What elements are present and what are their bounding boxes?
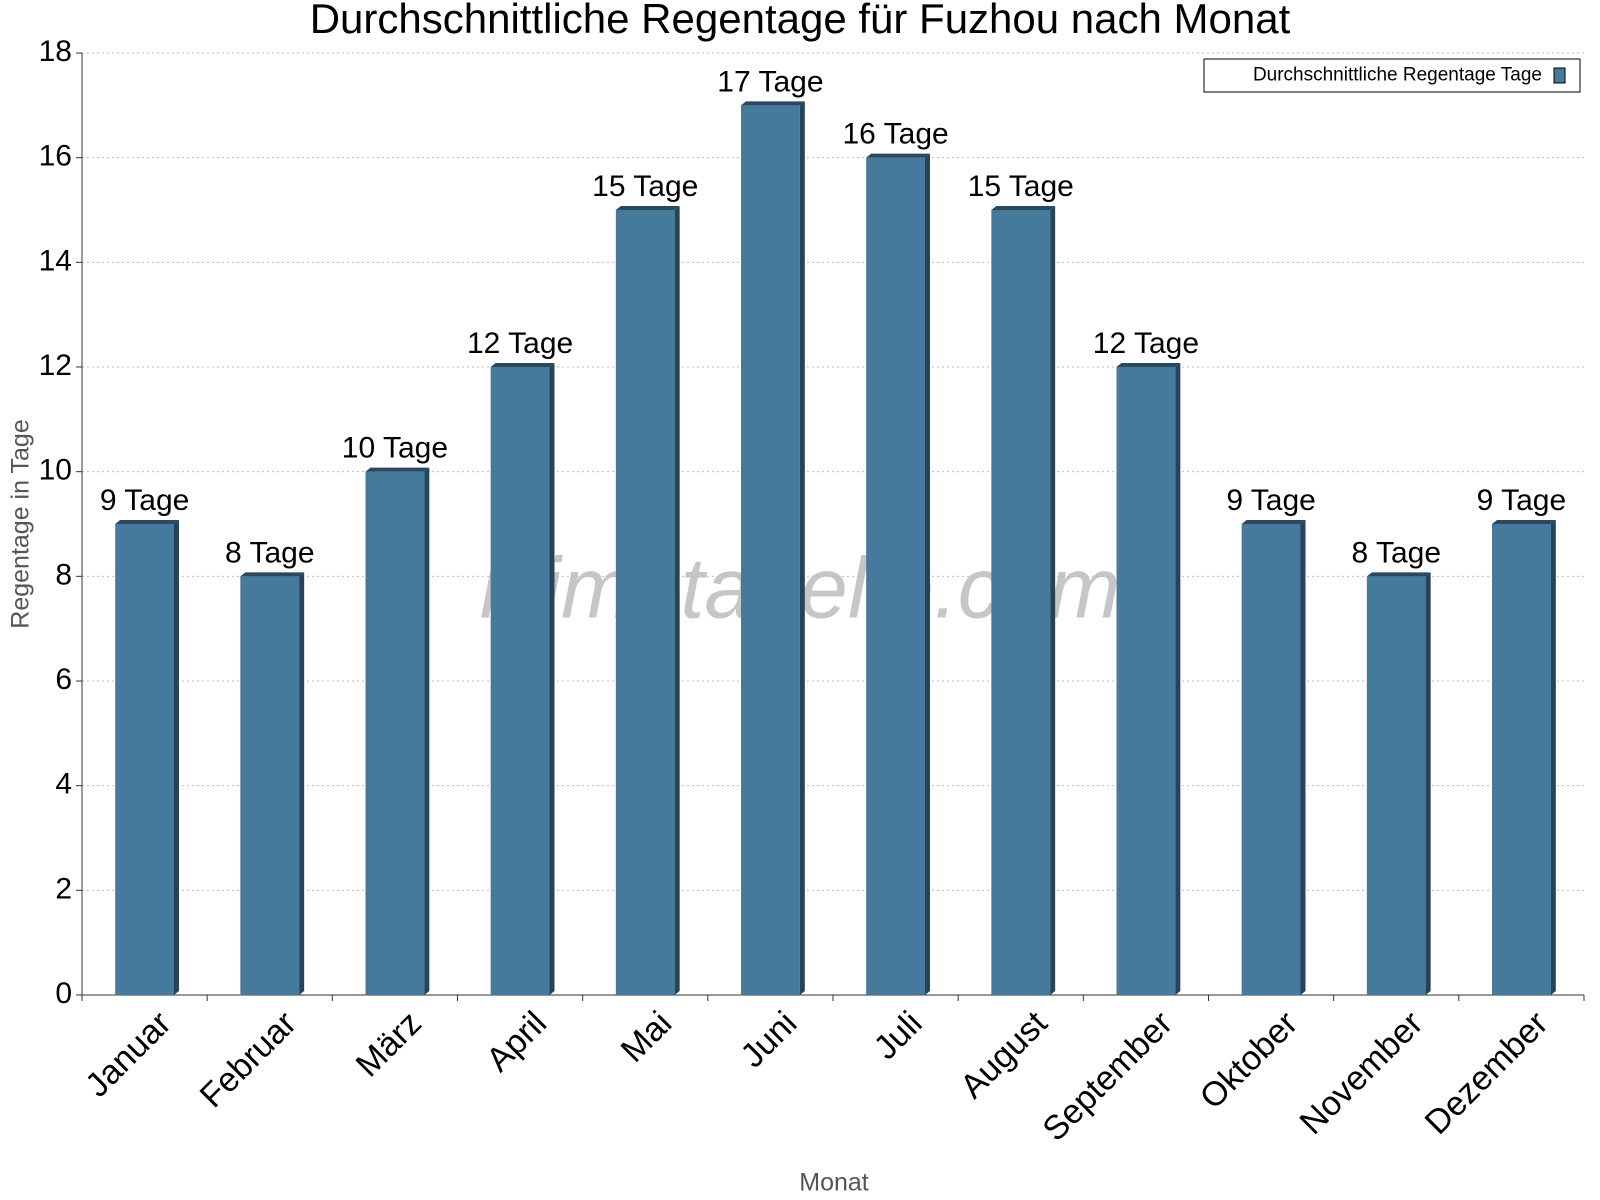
value-label: 8 Tage [225, 536, 315, 569]
bar-side [924, 153, 930, 995]
bar-side [1425, 572, 1431, 995]
bar-top [365, 467, 430, 472]
bar-side [424, 467, 430, 996]
y-tick-label: 18 [39, 35, 72, 68]
bar [1241, 524, 1301, 995]
value-label: 15 Tage [968, 170, 1074, 203]
y-tick-label: 8 [55, 558, 72, 591]
y-tick-label: 10 [39, 454, 72, 487]
bar-top [1366, 572, 1431, 577]
bar [1492, 524, 1551, 995]
value-label: 9 Tage [100, 484, 190, 517]
bar-top [1116, 363, 1181, 367]
bar [1116, 367, 1176, 995]
value-label: 9 Tage [1477, 484, 1567, 517]
y-tick-label: 0 [55, 977, 72, 1010]
bar-top [1492, 520, 1556, 524]
y-tick-label: 16 [39, 140, 72, 173]
x-tick-label: September [1035, 1004, 1179, 1148]
x-tick-label: Juni [733, 1004, 804, 1075]
bar [490, 367, 550, 995]
bar [365, 471, 425, 996]
y-tick-label: 14 [39, 244, 72, 277]
bar [1366, 576, 1426, 995]
value-label: 8 Tage [1351, 536, 1441, 569]
x-tick-label: Juli [867, 1004, 930, 1067]
bar-side [799, 101, 805, 996]
y-tick-label: 12 [39, 349, 72, 382]
bar-side [549, 363, 555, 995]
bar-top [1241, 520, 1306, 524]
bar [991, 210, 1051, 995]
bar-top [490, 363, 555, 367]
bar-top [991, 206, 1056, 210]
value-label: 16 Tage [842, 118, 948, 151]
y-tick-label: 4 [55, 768, 72, 801]
x-tick-label: März [349, 1004, 429, 1084]
x-axis-label: Monat [799, 1169, 869, 1197]
x-tick-label: Dezember [1418, 1004, 1556, 1142]
bar-side [299, 572, 305, 995]
bar [615, 210, 675, 995]
bar-side [1050, 206, 1056, 995]
bar [240, 576, 300, 995]
x-tick-label: August [953, 1004, 1055, 1106]
value-label: 15 Tage [592, 170, 698, 203]
y-tick-label: 6 [55, 663, 72, 696]
legend-label: Durchschnittliche Regentage Tage [1253, 65, 1542, 86]
bar-top [240, 572, 305, 577]
x-tick-label: Februar [193, 1004, 304, 1115]
bar [866, 157, 925, 995]
x-tick-label: November [1292, 1004, 1430, 1142]
bar [741, 105, 800, 996]
bar-top [866, 153, 930, 158]
bar-side [1175, 363, 1181, 995]
value-label: 9 Tage [1226, 484, 1316, 517]
bar-top [615, 206, 680, 210]
x-tick-label: April [479, 1004, 554, 1079]
x-tick-label: Mai [614, 1004, 680, 1070]
legend-swatch [1553, 67, 1566, 84]
bar [115, 524, 174, 995]
bar-side [173, 520, 179, 995]
bar-side [1550, 520, 1556, 995]
chart-title: Durchschnittliche Regentage für Fuzhou n… [310, 0, 1291, 42]
x-tick-label: Oktober [1193, 1004, 1305, 1116]
value-label: 17 Tage [717, 65, 823, 98]
value-label: 12 Tage [467, 327, 573, 360]
x-tick-label: Januar [78, 1004, 178, 1104]
bar-side [674, 206, 680, 995]
bar-top [741, 101, 805, 106]
y-axis-label: Regentage in Tage [7, 419, 35, 628]
y-tick-label: 2 [55, 872, 72, 905]
bar-top [115, 520, 179, 524]
bar-side [1300, 520, 1306, 995]
value-label: 10 Tage [342, 432, 448, 465]
value-label: 12 Tage [1093, 327, 1199, 360]
legend-box [1203, 58, 1581, 93]
